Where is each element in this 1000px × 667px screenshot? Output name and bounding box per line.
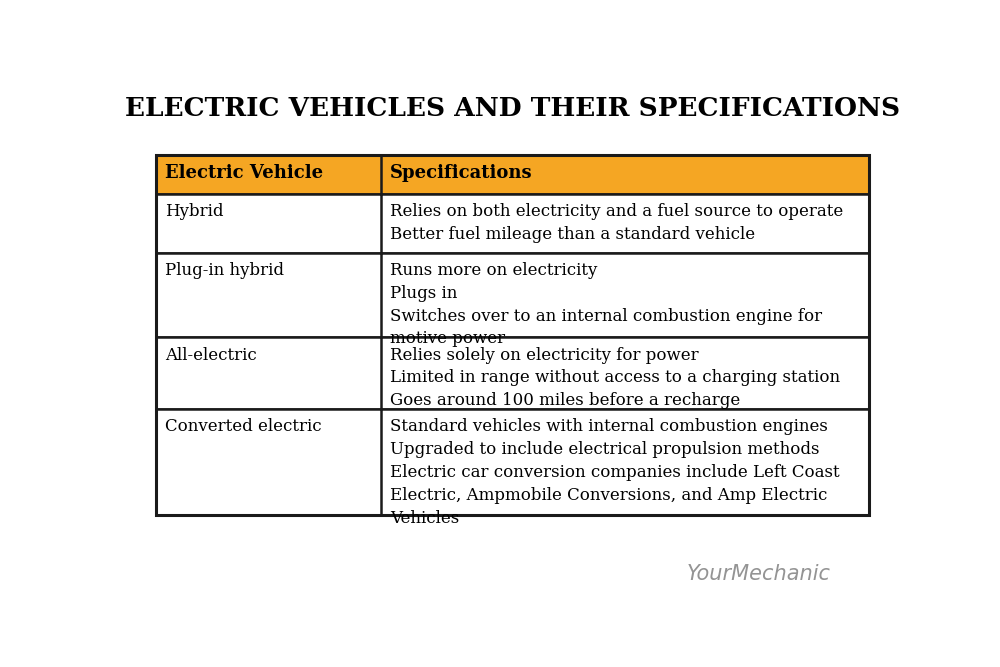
Text: Standard vehicles with internal combustion engines
Upgraded to include electrica: Standard vehicles with internal combusti… <box>390 418 840 527</box>
Text: Runs more on electricity
Plugs in
Switches over to an internal combustion engine: Runs more on electricity Plugs in Switch… <box>390 262 822 348</box>
Text: Converted electric: Converted electric <box>165 418 322 436</box>
Text: Electric Vehicle: Electric Vehicle <box>165 164 323 181</box>
Text: ELECTRIC VEHICLES AND THEIR SPECIFICATIONS: ELECTRIC VEHICLES AND THEIR SPECIFICATIO… <box>125 96 900 121</box>
Text: Hybrid: Hybrid <box>165 203 224 220</box>
Text: Relies solely on electricity for power
Limited in range without access to a char: Relies solely on electricity for power L… <box>390 347 840 410</box>
Text: Plug-in hybrid: Plug-in hybrid <box>165 262 284 279</box>
Text: YourMechanic: YourMechanic <box>686 564 830 584</box>
Bar <box>156 155 869 193</box>
Text: Specifications: Specifications <box>390 164 533 181</box>
Text: Relies on both electricity and a fuel source to operate
Better fuel mileage than: Relies on both electricity and a fuel so… <box>390 203 843 243</box>
Text: All-electric: All-electric <box>165 347 257 364</box>
